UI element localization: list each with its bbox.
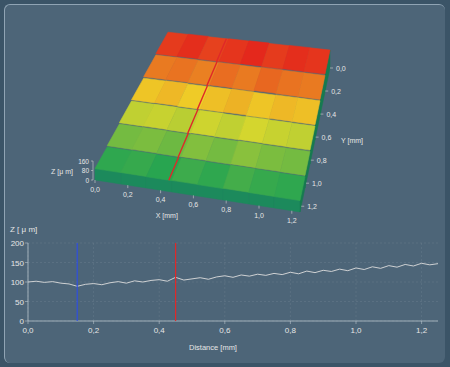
x-tick (224, 321, 225, 324)
chart-canvas: 0,0 0,2 0,4 0,6 0,8 1,0 1,2 X [mm] 0,0 0,2 0,4 0,6 0… (0, 0, 450, 367)
y-tick (306, 183, 309, 184)
y-tick-label: 0,0 (336, 65, 346, 72)
y-axis-label: Z [ μ m] (10, 225, 37, 234)
section-line (169, 39, 227, 180)
x-tick-label: 0,2 (88, 326, 100, 335)
y-tick-label: 0,8 (317, 157, 327, 164)
x-grid-line (356, 243, 357, 321)
y-tick (316, 137, 319, 138)
x-grid-line (290, 243, 291, 321)
x-tick (226, 200, 227, 203)
surface-cell (280, 148, 310, 175)
plot-area (28, 243, 438, 321)
x-axis-label: X [mm] (156, 212, 178, 220)
y-tick-label: 0,4 (326, 111, 336, 118)
y-tick-label: 0,2 (331, 88, 341, 95)
z-tick (91, 161, 93, 162)
x-tick (127, 185, 128, 188)
y-tick-label: 100 (11, 278, 25, 287)
profile-line (28, 263, 438, 286)
x-tick (193, 195, 194, 198)
y-tick (325, 91, 328, 92)
z-axis-label: Z [μ m] (51, 168, 73, 176)
y-grid-line (28, 243, 438, 244)
cursor-line (77, 243, 78, 321)
x-tick-label: 0,0 (90, 186, 100, 193)
y-axis-label: Y [mm] (341, 137, 363, 145)
x-tick (421, 321, 422, 324)
cursor-line (175, 243, 176, 321)
y-tick (25, 301, 28, 302)
x-tick (28, 321, 29, 324)
x-tick-label: 1,0 (350, 326, 362, 335)
x-tick-label: 0,6 (189, 201, 199, 208)
y-tick-label: 200 (11, 239, 25, 248)
x-tick-label: 0,2 (123, 191, 133, 198)
x-tick (159, 321, 160, 324)
x-tick (95, 180, 96, 183)
y-tick (25, 262, 28, 263)
y-tick (25, 243, 28, 244)
x-tick-label: 1,2 (287, 217, 297, 224)
x-tick (290, 321, 291, 324)
x-axis-label: Distance [mm] (189, 343, 237, 352)
z-tick (91, 170, 93, 171)
x-grid-line (159, 243, 160, 321)
surface-cell (286, 123, 315, 150)
surface-cell (304, 48, 330, 74)
x-grid-line (224, 243, 225, 321)
x-tick-label: 1,2 (416, 326, 428, 335)
x-tick-label: 0,8 (221, 206, 231, 213)
z-tick (91, 180, 93, 181)
y-grid-line (28, 282, 438, 283)
z-tick-label: 80 (82, 167, 90, 174)
y-tick-label: 150 (11, 259, 25, 268)
y-tick-label: 1,0 (312, 180, 322, 187)
x-tick-label: 0,6 (219, 326, 231, 335)
x-tick-label: 0,8 (285, 326, 297, 335)
x-tick (356, 321, 357, 324)
x-tick (259, 206, 260, 209)
y-grid-line (28, 301, 438, 302)
y-tick-label: 0 (20, 317, 25, 326)
y-tick (330, 68, 333, 69)
surface-cell (292, 98, 320, 125)
x-grid-line (93, 243, 94, 321)
x-tick (93, 321, 94, 324)
y-tick (311, 160, 314, 161)
x-grid-line (421, 243, 422, 321)
y-tick-label: 50 (15, 298, 24, 307)
x-tick-label: 0,4 (154, 326, 166, 335)
surface-cell (298, 73, 325, 100)
y-tick-label: 0,6 (322, 134, 332, 141)
y-tick (301, 206, 304, 207)
x-axis-line (28, 321, 438, 322)
x-tick-label: 0,0 (22, 326, 34, 335)
z-tick-label: 160 (78, 158, 89, 165)
x-tick-label: 1,0 (254, 212, 264, 219)
y-grid-line (28, 262, 438, 263)
x-tick (291, 211, 292, 214)
surface-cell (274, 173, 305, 201)
y-grid-line (28, 321, 438, 322)
y-tick (320, 114, 323, 115)
z-tick-label: 0 (85, 177, 89, 184)
surface (95, 32, 330, 212)
x-tick-label: 0,4 (156, 196, 166, 203)
x-tick (160, 190, 161, 193)
y-tick-label: 1,2 (307, 203, 317, 210)
y-tick (25, 321, 28, 322)
y-tick (25, 282, 28, 283)
